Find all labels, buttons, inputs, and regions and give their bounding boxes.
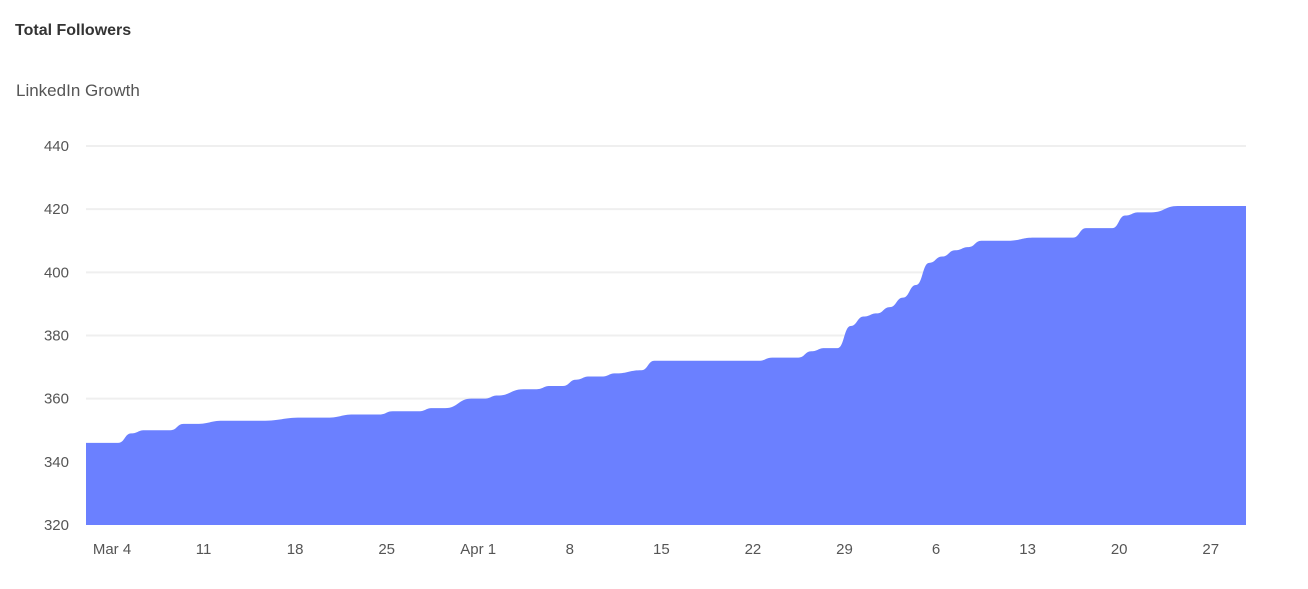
x-tick-label: 15 (653, 541, 670, 558)
y-tick-label: 420 (44, 201, 69, 218)
x-tick-label: Apr 1 (460, 541, 496, 558)
x-tick-label: 13 (1019, 541, 1036, 558)
x-tick-label: 6 (932, 541, 940, 558)
y-tick-label: 380 (44, 328, 69, 345)
x-tick-label: 27 (1202, 541, 1219, 558)
x-tick-label: 20 (1111, 541, 1128, 558)
y-tick-label: 360 (44, 391, 69, 408)
chart-subtitle: LinkedIn Growth (16, 81, 140, 100)
x-tick-label: 29 (836, 541, 853, 558)
followers-area-series (86, 206, 1246, 525)
x-tick-label: 11 (196, 541, 212, 558)
card-title: Total Followers (15, 22, 132, 39)
x-tick-label: Mar 4 (93, 541, 131, 558)
x-tick-label: 18 (287, 541, 304, 558)
y-tick-label: 320 (44, 517, 69, 534)
y-tick-label: 340 (44, 454, 69, 471)
y-tick-label: 400 (44, 264, 69, 281)
x-tick-label: 25 (378, 541, 395, 558)
x-tick-label: 22 (745, 541, 762, 558)
y-tick-label: 440 (44, 138, 69, 155)
x-tick-label: 8 (566, 541, 574, 558)
